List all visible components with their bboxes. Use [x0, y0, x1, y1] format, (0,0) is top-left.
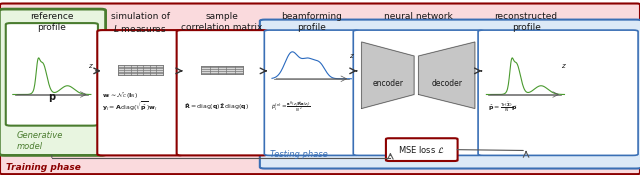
- Text: $\mathbf{y}_l = \mathbf{A}\mathrm{diag}(\sqrt{\hat{\mathbf{p}}})\mathbf{w}_l$: $\mathbf{y}_l = \mathbf{A}\mathrm{diag}(…: [102, 100, 158, 113]
- Text: $z$: $z$: [88, 62, 94, 70]
- FancyBboxPatch shape: [260, 20, 640, 169]
- FancyBboxPatch shape: [0, 9, 106, 155]
- FancyBboxPatch shape: [177, 30, 268, 155]
- Polygon shape: [362, 42, 414, 108]
- Text: sample
correlation matrix: sample correlation matrix: [181, 12, 263, 32]
- Text: decoder: decoder: [432, 79, 463, 89]
- Bar: [201, 66, 243, 74]
- FancyBboxPatch shape: [6, 23, 98, 126]
- Text: $z$: $z$: [349, 52, 355, 60]
- FancyBboxPatch shape: [478, 30, 638, 155]
- Text: $\hat{\mathbf{R}} = \mathrm{diag}(\mathbf{q})\hat{\boldsymbol{\Sigma}}\,\mathrm{: $\hat{\mathbf{R}} = \mathrm{diag}(\mathb…: [184, 101, 248, 112]
- Text: reconstructed
profile: reconstructed profile: [495, 12, 557, 32]
- Polygon shape: [419, 42, 475, 108]
- Text: $\mathbf{w}_l \sim \mathcal{N}_C(\mathbf{I}_N)$: $\mathbf{w}_l \sim \mathcal{N}_C(\mathbf…: [102, 90, 139, 100]
- FancyBboxPatch shape: [386, 138, 458, 161]
- Text: MSE loss $\mathcal{L}$: MSE loss $\mathcal{L}$: [398, 144, 445, 155]
- Text: $\mathbf{p}$: $\mathbf{p}$: [47, 92, 56, 104]
- FancyBboxPatch shape: [0, 4, 640, 174]
- Text: beamforming
profile: beamforming profile: [281, 12, 342, 32]
- Text: simulation of
$L$ measures: simulation of $L$ measures: [111, 12, 170, 34]
- Text: reference
profile: reference profile: [30, 12, 74, 32]
- FancyBboxPatch shape: [264, 30, 359, 155]
- Text: Testing phase: Testing phase: [270, 150, 328, 159]
- FancyBboxPatch shape: [353, 30, 484, 155]
- Text: $z$: $z$: [561, 62, 566, 70]
- FancyBboxPatch shape: [97, 30, 183, 155]
- Text: Training phase: Training phase: [6, 163, 81, 172]
- Text: encoder: encoder: [372, 79, 403, 89]
- Text: neural network: neural network: [384, 12, 453, 21]
- Bar: [118, 65, 163, 75]
- Text: $\tilde{p}_i^{(n)} = \frac{\mathbf{a}^H(z_i)\hat{\mathbf{R}}\mathbf{a}(z_i)}{N^2: $\tilde{p}_i^{(n)} = \frac{\mathbf{a}^H(…: [271, 99, 311, 114]
- Text: Generative
model: Generative model: [17, 131, 63, 151]
- Text: $\hat{\mathbf{p}} = \frac{\mathrm{Tr}(\hat{\boldsymbol{\Sigma}})}{N}\tilde{\math: $\hat{\mathbf{p}} = \frac{\mathrm{Tr}(\h…: [488, 100, 518, 114]
